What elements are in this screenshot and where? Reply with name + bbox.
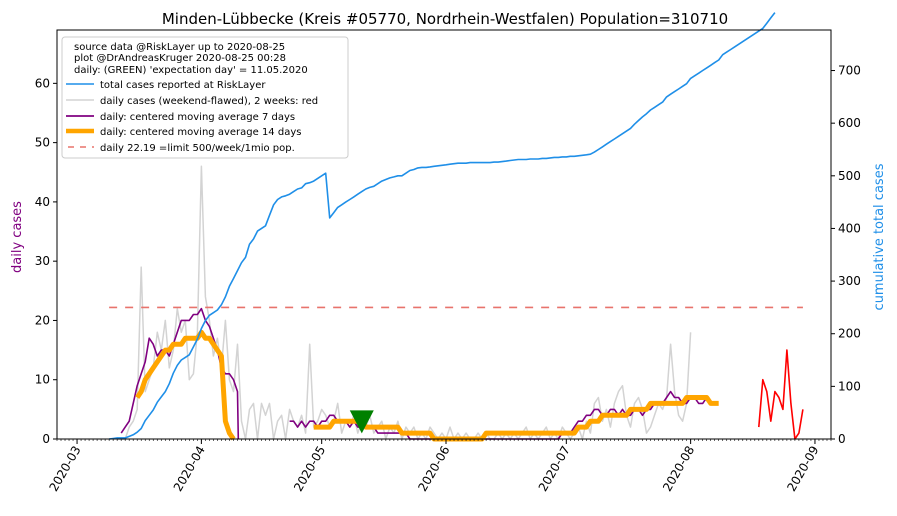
ytick-label-right-700: 700 xyxy=(838,64,861,78)
xtick-label-2020-04: 2020-04 xyxy=(171,444,208,494)
ytick-label-left-0: 0 xyxy=(42,432,50,446)
legend-label-ma14: daily: centered moving average 14 days xyxy=(100,127,301,138)
xtick-label-2020-08: 2020-08 xyxy=(660,444,697,494)
right-axis: 0 100 200 300 400 500 600 700 xyxy=(831,64,861,446)
ytick-label-left-50: 50 xyxy=(35,136,50,150)
xtick-label-2020-07: 2020-07 xyxy=(536,444,573,494)
xtick-label-2020-05: 2020-05 xyxy=(291,444,328,494)
plot-frame xyxy=(56,29,832,440)
xtick-label-2020-09: 2020-09 xyxy=(784,444,821,494)
series-total xyxy=(109,12,776,440)
legend-header-0: source data @RiskLayer up to 2020-08-25 xyxy=(74,42,285,53)
xtick-label-2020-03: 2020-03 xyxy=(46,444,83,494)
ytick-label-left-40: 40 xyxy=(35,195,50,209)
ylabel-right: cumulative total cases xyxy=(872,163,887,310)
x-axis: 2020-03 2020-04 2020-05 2020-06 2020-07 2020-… xyxy=(46,439,832,494)
ytick-label-right-400: 400 xyxy=(838,221,861,235)
ytick-label-right-0: 0 xyxy=(838,432,846,446)
legend-box xyxy=(61,36,349,159)
series-daily xyxy=(117,165,692,440)
chart-title: Minden-Lübbecke (Kreis #05770, Nordrhein… xyxy=(162,10,728,28)
ytick-label-right-500: 500 xyxy=(838,169,861,183)
ytick-label-left-20: 20 xyxy=(35,313,50,327)
legend-label-total: total cases reported at RiskLayer xyxy=(100,80,266,91)
ytick-label-left-10: 10 xyxy=(35,373,50,387)
legend: source data @RiskLayer up to 2020-08-25 … xyxy=(61,36,349,159)
series-ma14-part1 xyxy=(135,329,236,441)
ytick-label-left-60: 60 xyxy=(35,76,50,90)
ytick-label-right-100: 100 xyxy=(838,379,861,393)
legend-label-daily: daily cases (weekend-flawed), 2 weeks: r… xyxy=(100,96,318,107)
legend-label-ma7: daily: centered moving average 7 days xyxy=(100,112,295,123)
legend-label-limit: daily 22.19 =limit 500/week/1mio pop. xyxy=(100,143,295,154)
series-ma14-part2 xyxy=(313,395,719,442)
ylabel-left: daily cases xyxy=(10,201,25,273)
ytick-label-right-200: 200 xyxy=(838,327,861,341)
left-axis: 0 10 20 30 40 50 60 xyxy=(35,76,57,446)
expectation-day-marker xyxy=(349,410,374,434)
xtick-label-2020-06: 2020-06 xyxy=(415,444,452,494)
ytick-label-right-600: 600 xyxy=(838,116,861,130)
legend-header-2: daily: (GREEN) 'expectation day' = 11.05… xyxy=(74,65,308,76)
ytick-label-left-30: 30 xyxy=(35,254,50,268)
series-recent xyxy=(758,349,804,440)
legend-header-1: plot @DrAndreasKruger 2020-08-25 00:28 xyxy=(74,53,286,64)
ytick-label-right-300: 300 xyxy=(838,274,861,288)
